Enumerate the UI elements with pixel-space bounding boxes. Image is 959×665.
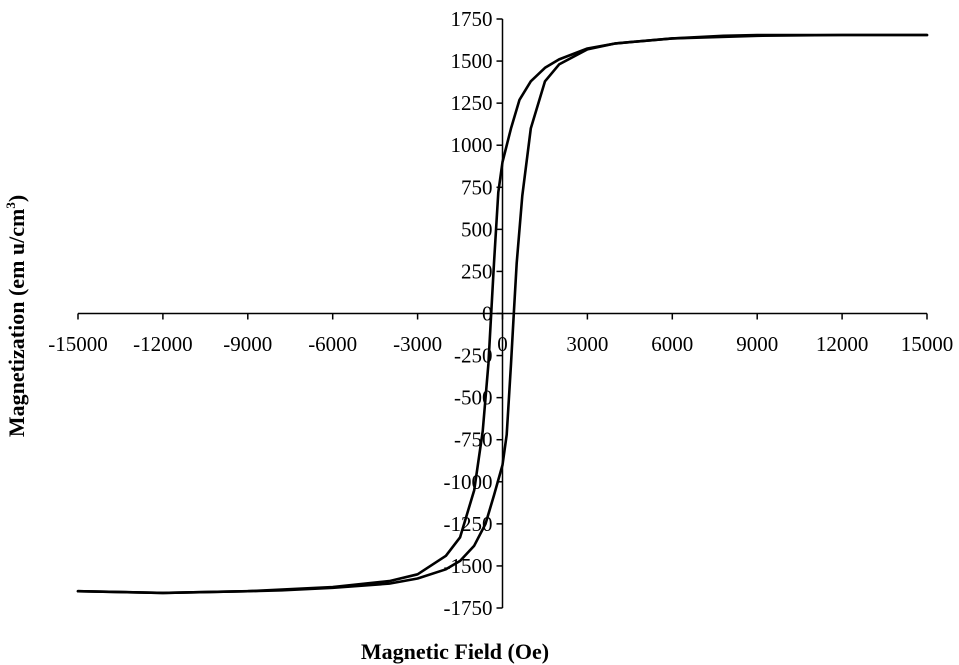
plot-area: -15000 -12000 -9000 -6000 -3000 0 3000 6000 9000… [48, 7, 953, 620]
x-axis-title: Magnetic Field (Oe) [361, 639, 549, 664]
x-tick-label: -12000 [133, 332, 193, 356]
y-axis-title-close: ) [4, 195, 29, 202]
y-tick-label: 1750 [451, 7, 493, 31]
x-tick-label: 12000 [816, 332, 869, 356]
y-tick-label: -1750 [444, 596, 493, 620]
x-tick-label: -3000 [393, 332, 442, 356]
y-tick-label: 500 [461, 217, 493, 241]
x-tick-label: 15000 [901, 332, 954, 356]
y-tick-label: -250 [454, 344, 493, 368]
y-tick-label: 0 [482, 302, 493, 326]
y-tick-label: -1000 [444, 470, 493, 494]
x-tick-label: 9000 [736, 332, 778, 356]
x-tick-label: 0 [497, 332, 508, 356]
y-axis-title-main: Magnetization (em u/cm [4, 209, 29, 438]
x-tick-label: 3000 [566, 332, 608, 356]
x-tick-label: -15000 [48, 332, 108, 356]
ascending-branch-line [76, 33, 929, 595]
y-tick-label: 1000 [451, 133, 493, 157]
y-tick-label: 1250 [451, 91, 493, 115]
y-tick-label: 1500 [451, 49, 493, 73]
x-tick-label: -9000 [223, 332, 272, 356]
x-tick-label: 6000 [651, 332, 693, 356]
y-tick-label: 750 [461, 175, 493, 199]
x-tick-label: -6000 [308, 332, 357, 356]
y-axis-title: Magnetization (em u/cm3) [3, 195, 29, 437]
y-tick-label: -750 [454, 428, 493, 452]
y-axis-title-sup: 3 [3, 202, 18, 209]
y-tick-label: 250 [461, 259, 493, 283]
